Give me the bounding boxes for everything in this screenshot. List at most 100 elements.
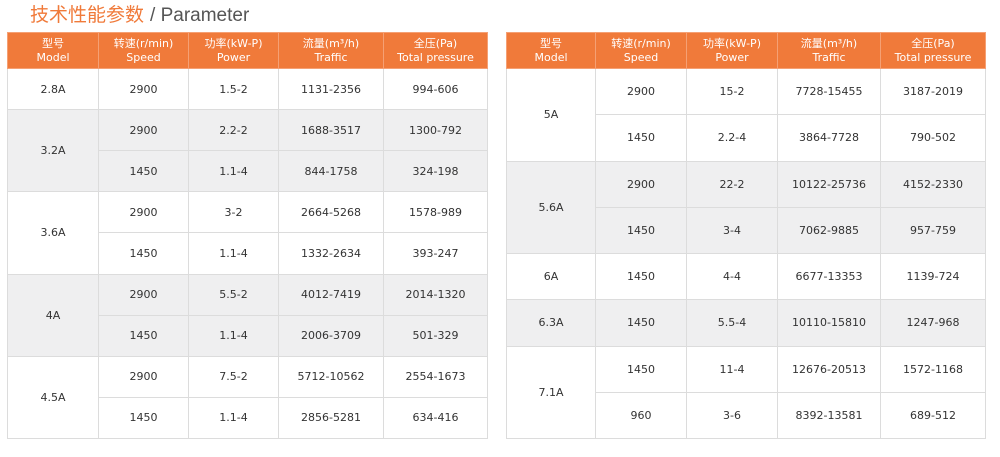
value-cell: 4152-2330 — [880, 160, 986, 208]
value-cell: 393-247 — [383, 232, 488, 275]
model-cell: 6.3A — [506, 299, 596, 347]
value-cell: 957-759 — [880, 206, 986, 255]
data-row: 6.3A 1450 5.5-4 10110-15810 1247-968 — [506, 299, 986, 347]
value-cell: 2900 — [98, 355, 189, 398]
header-cell: 流量(m³/h) Traffic — [777, 32, 881, 69]
value-cell: 790-502 — [880, 114, 986, 162]
value-cell: 1.1-4 — [188, 314, 279, 357]
title: 技术性能参数 / Parameter — [30, 0, 249, 27]
header-en: Total pressure — [397, 50, 474, 64]
value-cell: 5712-10562 — [278, 355, 384, 398]
value-cell: 2900 — [595, 160, 687, 208]
value-cell: 689-512 — [880, 391, 986, 440]
header-en: Model — [534, 50, 568, 64]
value-cell: 1131-2356 — [278, 67, 384, 111]
value-cell: 1450 — [595, 206, 687, 255]
header-cell: 转速(r/min) Speed — [98, 32, 189, 69]
data-row: 1450 3-4 7062-9885 957-759 — [507, 206, 986, 255]
value-cell: 5.5-4 — [686, 299, 778, 347]
header-en: Traffic — [812, 50, 846, 64]
header-cn: 功率(kW-P) — [703, 36, 761, 50]
data-row: 1450 1.1-4 844-1758 324-198 — [8, 150, 488, 193]
header-cell: 功率(kW-P) Power — [686, 32, 778, 69]
header-cn: 转速(r/min) — [611, 36, 671, 50]
value-cell: 11-4 — [686, 345, 778, 393]
value-cell: 501-329 — [383, 314, 488, 357]
model-cell: 3.6A — [7, 191, 99, 275]
header-cell: 全压(Pa) Total pressure — [880, 32, 986, 69]
value-cell: 15-2 — [686, 67, 778, 116]
value-cell: 7728-15455 — [777, 67, 881, 116]
header-cn: 流量(m³/h) — [800, 36, 858, 50]
header-en: Power — [715, 50, 749, 64]
data-row: 1450 2.2-4 3864-7728 790-502 — [507, 114, 986, 162]
parameter-table: 型号 Model 转速(r/min) Speed 功率(kW-P) Power 流量(m³/… — [506, 32, 986, 440]
value-cell: 8392-13581 — [777, 391, 881, 440]
header-cn: 型号 — [540, 36, 562, 50]
data-row: 4.5A 2900 7.5-2 5712-10562 2554-1673 — [7, 355, 488, 439]
value-cell: 2900 — [98, 191, 189, 234]
header-en: Total pressure — [894, 50, 972, 64]
header-cn: 全压(Pa) — [413, 36, 458, 50]
value-cell: 3-2 — [188, 191, 279, 234]
model-cell: 4A — [7, 273, 99, 357]
model-cell: 6A — [506, 252, 596, 301]
value-cell: 22-2 — [686, 160, 778, 208]
data-row: 1450 1.1-4 2856-5281 634-416 — [8, 396, 488, 439]
header-cell: 全压(Pa) Total pressure — [383, 32, 488, 69]
data-row: 7.1A 1450 11-4 12676-20513 1572-1168 — [506, 345, 986, 439]
data-row: 3.2A 2900 2.2-2 1688-3517 1300-792 — [7, 109, 488, 193]
value-cell: 7062-9885 — [777, 206, 881, 255]
value-cell: 324-198 — [383, 150, 488, 193]
data-row: 1450 1.1-4 1332-2634 393-247 — [8, 232, 488, 275]
value-cell: 2554-1673 — [383, 355, 488, 398]
header-row: 型号 Model 转速(r/min) Speed 功率(kW-P) Power 流量(m³/… — [506, 32, 986, 69]
header-en: Speed — [623, 50, 659, 64]
value-cell: 1450 — [595, 299, 687, 347]
header-cell: 功率(kW-P) Power — [188, 32, 279, 69]
data-row: 4A 2900 5.5-2 4012-7419 2014-1320 — [7, 273, 488, 357]
data-row: 1450 1.1-4 2006-3709 501-329 — [8, 314, 488, 357]
header-cn: 功率(kW-P) — [204, 36, 263, 50]
header-cn: 流量(m³/h) — [302, 36, 360, 50]
header-cn: 转速(r/min) — [113, 36, 174, 50]
value-cell: 12676-20513 — [777, 345, 881, 393]
value-cell: 1332-2634 — [278, 232, 384, 275]
value-cell: 1450 — [595, 252, 687, 301]
data-row: 6A 1450 4-4 6677-13353 1139-724 — [506, 252, 986, 301]
value-cell: 5.5-2 — [188, 273, 279, 316]
value-cell: 1247-968 — [880, 299, 986, 347]
value-cell: 1300-792 — [383, 109, 488, 152]
parameter-table: 型号 Model 转速(r/min) Speed 功率(kW-P) Power 流量(m³/… — [7, 32, 488, 439]
value-cell: 2014-1320 — [383, 273, 488, 316]
data-row: 5A 2900 15-2 7728-15455 3187-2019 — [506, 67, 986, 162]
model-cell: 5.6A — [506, 160, 596, 254]
value-cell: 2900 — [98, 109, 189, 152]
value-cell: 10122-25736 — [777, 160, 881, 208]
header-en: Power — [216, 50, 251, 64]
model-cell: 2.8A — [7, 67, 99, 111]
title-cn: 技术性能参数 — [30, 4, 145, 26]
value-cell: 2856-5281 — [278, 396, 384, 439]
value-cell: 1450 — [98, 396, 189, 439]
value-cell: 2.2-4 — [686, 114, 778, 162]
header-cell: 转速(r/min) Speed — [595, 32, 687, 69]
header-cell: 型号 Model — [506, 32, 596, 69]
value-cell: 2900 — [98, 67, 189, 111]
data-row: 3.6A 2900 3-2 2664-5268 1578-989 — [7, 191, 488, 275]
value-cell: 10110-15810 — [777, 299, 881, 347]
value-cell: 2.2-2 — [188, 109, 279, 152]
value-cell: 1450 — [595, 345, 687, 393]
value-cell: 3-6 — [686, 391, 778, 440]
data-row: 2.8A 2900 1.5-2 1131-2356 994-606 — [7, 67, 488, 111]
value-cell: 1450 — [595, 114, 687, 162]
value-cell: 1.1-4 — [188, 396, 279, 439]
header-cell: 流量(m³/h) Traffic — [278, 32, 384, 69]
header-cell: 型号 Model — [7, 32, 99, 69]
model-cell: 4.5A — [7, 355, 99, 439]
header-cn: 型号 — [42, 36, 64, 50]
value-cell: 2900 — [595, 67, 687, 116]
data-row: 5.6A 2900 22-2 10122-25736 4152-2330 — [506, 160, 986, 254]
value-cell: 844-1758 — [278, 150, 384, 193]
